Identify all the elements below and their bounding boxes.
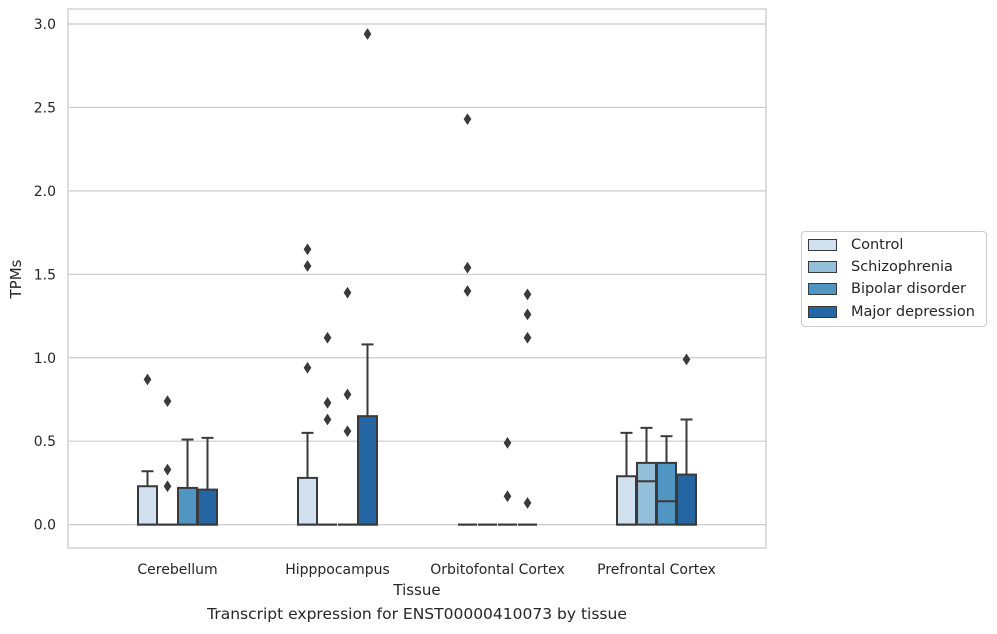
box-schizophrenia bbox=[318, 331, 337, 526]
legend-item-schizophrenia: Schizophrenia bbox=[808, 257, 953, 277]
y-tick-label: 0.5 bbox=[34, 434, 56, 450]
outlier-point bbox=[523, 331, 532, 344]
y-tick-label: 1.0 bbox=[34, 351, 56, 367]
legend-swatch-control bbox=[808, 239, 837, 251]
outlier-point bbox=[343, 425, 352, 438]
box-control bbox=[137, 373, 158, 526]
legend-label-control: Control bbox=[851, 237, 904, 253]
box-major-depression bbox=[518, 288, 537, 526]
y-tick-label: 3.0 bbox=[34, 17, 56, 33]
outlier-point bbox=[523, 288, 532, 301]
outlier-point bbox=[463, 261, 472, 274]
outlier-point bbox=[523, 496, 532, 509]
x-tick-label: Cerebellum bbox=[137, 562, 217, 578]
box-body bbox=[616, 475, 637, 526]
box-body bbox=[676, 473, 697, 526]
x-tick-label: Orbitofontal Cortex bbox=[430, 562, 565, 578]
outlier-point bbox=[323, 396, 332, 409]
outlier-point bbox=[303, 243, 312, 256]
box-body bbox=[636, 461, 657, 526]
legend-label-major-depression: Major depression bbox=[851, 304, 975, 320]
legend-swatch-major-depression bbox=[808, 306, 837, 318]
outlier-point bbox=[463, 113, 472, 126]
box-major-depression bbox=[357, 28, 378, 526]
outlier-point bbox=[503, 490, 512, 503]
box-body bbox=[656, 461, 677, 526]
x-tick-label: Prefrontal Cortex bbox=[597, 562, 716, 578]
y-axis-label: TPMs bbox=[7, 259, 25, 299]
y-tick-label: 2.0 bbox=[34, 184, 56, 200]
outlier-point bbox=[303, 361, 312, 374]
legend-swatch-schizophrenia bbox=[808, 261, 837, 273]
outlier-point bbox=[343, 286, 352, 299]
legend-item-control: Control bbox=[808, 235, 903, 255]
outlier-point bbox=[503, 436, 512, 449]
y-tick-label: 1.5 bbox=[34, 267, 56, 283]
chart-caption: Transcript expression for ENST0000041007… bbox=[207, 605, 627, 623]
legend-item-bipolar-disorder: Bipolar disorder bbox=[808, 279, 966, 299]
box-bipolar-disorder bbox=[498, 436, 517, 526]
outlier-point bbox=[523, 308, 532, 321]
box-body bbox=[297, 476, 318, 526]
legend-label-schizophrenia: Schizophrenia bbox=[851, 259, 953, 275]
outlier-point bbox=[303, 260, 312, 272]
y-tick-labels: 0.0 0.5 1.0 1.5 2.0 2.5 3.0 bbox=[34, 17, 56, 534]
legend-item-major-depression: Major depression bbox=[808, 302, 975, 322]
outlier-point bbox=[163, 395, 172, 408]
x-axis-label: Tissue bbox=[392, 581, 440, 599]
box-control bbox=[616, 431, 637, 526]
outlier-point bbox=[163, 480, 172, 493]
legend-swatch-bipolar-disorder bbox=[808, 283, 837, 295]
boxes bbox=[137, 28, 697, 526]
box-major-depression bbox=[676, 353, 697, 526]
box-control bbox=[297, 243, 318, 526]
legend: Control Schizophrenia Bipolar disorder M… bbox=[801, 231, 987, 327]
box-body bbox=[197, 488, 218, 526]
y-tick-label: 0.0 bbox=[34, 518, 56, 534]
gridlines bbox=[68, 23, 766, 526]
box-control bbox=[458, 113, 477, 526]
box-schizophrenia bbox=[636, 426, 657, 526]
box-major-depression bbox=[197, 436, 218, 526]
outlier-point bbox=[682, 353, 691, 366]
outlier-point bbox=[343, 388, 352, 401]
box-schizophrenia bbox=[158, 395, 177, 526]
outlier-point bbox=[323, 413, 332, 426]
box-bipolar-disorder bbox=[177, 438, 198, 526]
outlier-point bbox=[323, 331, 332, 344]
x-tick-label: Hipppocampus bbox=[285, 562, 390, 578]
plot-frame bbox=[67, 8, 767, 549]
box-bipolar-disorder bbox=[656, 435, 677, 526]
outlier-point bbox=[463, 285, 472, 297]
outlier-point bbox=[363, 28, 372, 40]
x-tick-labels: Cerebellum Hipppocampus Orbitofontal Corte… bbox=[137, 562, 715, 578]
outlier-point bbox=[143, 373, 152, 386]
box-body bbox=[177, 486, 198, 526]
outlier-point bbox=[163, 463, 172, 476]
y-tick-label: 2.5 bbox=[34, 100, 56, 116]
legend-label-bipolar-disorder: Bipolar disorder bbox=[851, 281, 966, 297]
box-body bbox=[357, 415, 378, 526]
box-bipolar-disorder bbox=[338, 286, 357, 526]
box-body bbox=[137, 485, 158, 526]
